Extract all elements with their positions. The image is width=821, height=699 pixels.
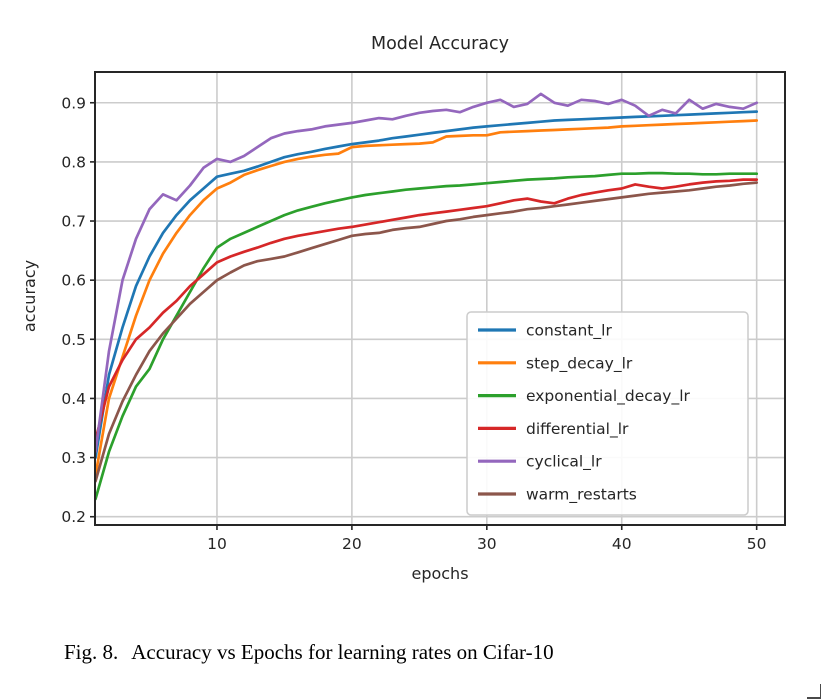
accuracy-chart: 10 20 30 40 50 0.2 0.3 0.4 0.5 0.6 0.7 0.8 0.9 consta… (61, 71, 786, 553)
figure-caption-label: Fig. 8. (64, 640, 119, 664)
legend-label-cyclical_lr: cyclical_lr (526, 453, 602, 472)
series-line-cyclical_lr (94, 92, 759, 454)
legend-label-exponential_decay_lr: exponential_decay_lr (526, 387, 691, 406)
legend-label-warm_restarts: warm_restarts (526, 486, 637, 505)
y-tick-label: 0.9 (61, 94, 86, 112)
y-tick-label: 0.7 (61, 213, 86, 231)
figure-caption-text: Accuracy vs Epochs for learning rates on… (131, 640, 554, 664)
y-axis-label: accuracy (20, 259, 39, 333)
y-tick-label: 0.8 (61, 153, 86, 171)
legend-label-constant_lr: constant_lr (526, 322, 612, 341)
y-tick-label: 0.2 (61, 508, 86, 526)
chart-title: Model Accuracy (370, 34, 509, 54)
x-tick-label: 10 (207, 535, 227, 553)
series-line-step_decay_lr (94, 119, 759, 477)
series-line-differential_lr (94, 178, 759, 442)
legend-box (466, 311, 749, 516)
figure-caption: Fig. 8. Accuracy vs Epochs for learning r… (64, 640, 764, 665)
plot-frame (94, 71, 786, 526)
x-tick-label: 40 (612, 535, 632, 553)
x-tick-label: 50 (747, 535, 767, 553)
y-tick-label: 0.6 (61, 272, 86, 290)
y-tick-label: 0.3 (61, 449, 86, 467)
corner-bracket-mark (807, 684, 821, 699)
series-line-constant_lr (94, 110, 759, 459)
legend-label-step_decay_lr: step_decay_lr (526, 354, 633, 373)
series-line-exponential_decay_lr (94, 171, 759, 501)
y-tick-label: 0.5 (61, 331, 86, 349)
series-line-warm_restarts (94, 181, 759, 483)
y-tick-label: 0.4 (61, 390, 86, 408)
x-tick-label: 20 (342, 535, 362, 553)
legend-label-differential_lr: differential_lr (526, 420, 629, 439)
x-tick-label: 30 (477, 535, 497, 553)
x-axis-label: epochs (411, 564, 469, 583)
